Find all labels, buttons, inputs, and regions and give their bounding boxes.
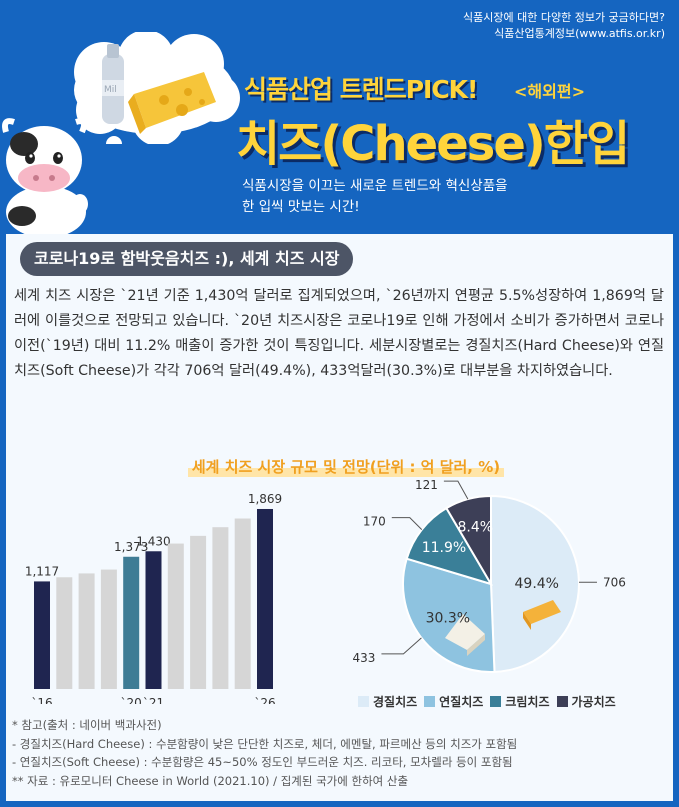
bar-26 — [257, 508, 273, 689]
milk-bottle-icon: Mil — [102, 44, 124, 124]
charts-canvas: 1,117 `16 1,373 `20 1,430 `21 1,869 `26 49.4% 30… — [25, 478, 626, 704]
legend-item: 경질치즈 — [358, 693, 417, 710]
cheese-wedge-icon — [523, 600, 561, 630]
soft-cheese-icon — [445, 614, 485, 656]
section-paragraph: 세계 치즈 시장은 `21년 기준 1,430억 달러로 집계되었으며, `26… — [14, 288, 664, 379]
bar-data-label: 1,430 — [136, 534, 170, 548]
pie-legend: 경질치즈 연질치즈 크림치즈 가공치즈 — [358, 693, 623, 710]
pie-slice-3 — [445, 494, 492, 588]
footnotes: * 참고(출처 : 네이버 백과사전) - 경질치즈(Hard Cheese) … — [12, 716, 517, 790]
footnote-4: ** 자료 : 유로모니터 Cheese in World (2021.10) … — [12, 773, 409, 788]
pie-value-label: 706 — [603, 575, 626, 589]
x-tick-label: `26 — [254, 696, 275, 704]
pie-percent-label: 30.3% — [426, 610, 470, 626]
chart-title: 세계 치즈 시장 규모 및 전망(단위 : 억 달러, %) — [146, 456, 546, 477]
legend-item: 연질치즈 — [424, 693, 483, 710]
bar-data-label: 1,373 — [114, 540, 148, 554]
legend-swatch — [556, 696, 568, 707]
bar-21 — [145, 551, 162, 689]
x-tick-label: `21 — [143, 696, 164, 704]
legend-swatch — [424, 696, 436, 707]
bar-19 — [100, 569, 117, 689]
bar-22 — [167, 543, 184, 689]
footnote-3: - 연질치즈(Soft Cheese) : 수분함량은 45~50% 정도인 부… — [12, 755, 513, 769]
bar-chart: 1,117 `16 1,373 `20 1,430 `21 1,869 `26 — [25, 492, 282, 704]
legend-label: 연질치즈 — [439, 695, 484, 709]
leader-line — [381, 637, 422, 655]
pie-percent-label: 49.4% — [515, 576, 559, 592]
legend-item: 가공치즈 — [556, 693, 616, 710]
leader-line — [443, 480, 469, 500]
content-card: 코로나19로 함박웃음치즈 :), 세계 치즈 시장 세계 치즈 시장은 `21… — [6, 234, 673, 801]
bar-25 — [234, 518, 251, 689]
pie-percent-label: 11.9% — [422, 540, 466, 556]
pie-value-label: 170 — [363, 515, 386, 529]
page-title: 치즈(Cheese)한입 — [236, 116, 630, 172]
chart-title-text: 세계 치즈 시장 규모 및 전망(단위 : 억 달러, %) — [187, 456, 505, 477]
kicker-tag: <해외편> — [514, 82, 585, 101]
subtitle-line-1: 식품시장을 이끄는 새로운 트렌드와 혁신상품을 — [242, 178, 508, 194]
legend-label: 경질치즈 — [373, 695, 418, 709]
leader-line — [391, 517, 423, 531]
pie-value-label: 433 — [353, 651, 376, 665]
source-line-1: 식품시장에 대한 다양한 정보가 궁금하다면? — [463, 11, 665, 24]
section-heading: 코로나19로 함박웃음치즈 :), 세계 치즈 시장 — [20, 242, 354, 276]
pie-slice-0 — [490, 494, 580, 673]
pie-percent-label: 8.4% — [457, 519, 493, 535]
cow-mascot-icon — [2, 118, 88, 236]
svg-text:Mil: Mil — [104, 85, 117, 95]
legend-item: 크림치즈 — [490, 693, 550, 710]
x-tick-label: `16 — [31, 696, 52, 704]
kicker-title: 식품산업 트렌드PICK! — [244, 75, 478, 104]
x-tick-label: `20 — [121, 696, 142, 704]
footnote-1: * 참고(출처 : 네이버 백과사전) — [12, 718, 162, 732]
legend-swatch — [490, 696, 502, 707]
legend-label: 가공치즈 — [571, 695, 616, 709]
legend-label: 크림치즈 — [505, 695, 550, 709]
thought-cloud-illustration: Mil — [74, 32, 240, 144]
source-link[interactable]: 식품산업통계정보(www.atfis.or.kr) — [494, 27, 665, 40]
subtitle-line-2: 한 입씩 맛보는 시간! — [242, 199, 360, 215]
source-credit: 식품시장에 대한 다양한 정보가 궁금하다면? 식품산업통계정보(www.atf… — [463, 10, 665, 42]
page-subtitle: 식품시장을 이끄는 새로운 트렌드와 혁신상품을 한 입씩 맛보는 시간! — [242, 176, 508, 218]
bar-17 — [56, 577, 73, 689]
legend-swatch — [358, 696, 369, 707]
bar-18 — [78, 573, 95, 689]
pie-chart: 49.4% 30.3% 11.9% 8.4% 706 433 170 121 — [353, 478, 626, 673]
bar-24 — [212, 527, 229, 689]
bar-23 — [190, 535, 207, 689]
bar-data-label: 1,869 — [248, 492, 282, 506]
cheese-block-icon — [128, 72, 216, 134]
bar-16 — [34, 581, 50, 689]
bar-data-label: 1,117 — [25, 564, 59, 578]
pie-slice-2 — [405, 506, 494, 586]
bar-20 — [123, 556, 140, 689]
pie-value-label: 121 — [415, 478, 438, 492]
footnote-2: - 경질치즈(Hard Cheese) : 수분함량이 낮은 단단한 치즈로, … — [12, 736, 518, 751]
